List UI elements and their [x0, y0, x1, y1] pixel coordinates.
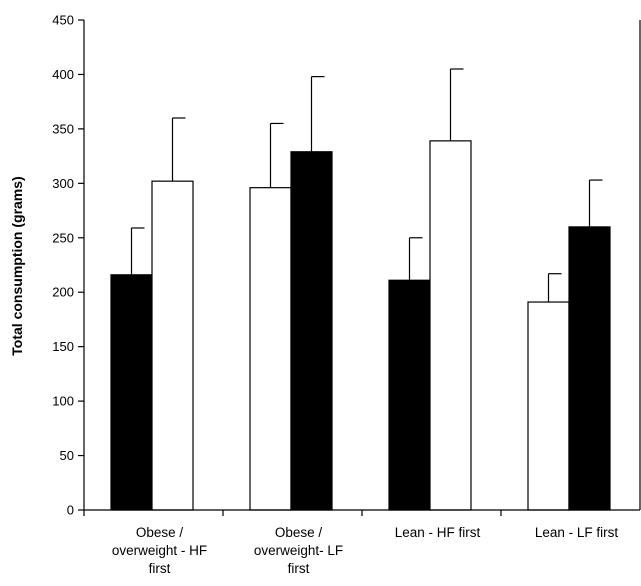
- bar: [388, 279, 431, 511]
- y-tick-label: 300: [52, 176, 74, 191]
- y-tick-label: 350: [52, 121, 74, 136]
- bar-group: [527, 179, 611, 511]
- y-tick-label: 450: [52, 13, 74, 28]
- y-tick-label: 250: [52, 230, 74, 245]
- x-category-label: Lean - LF first: [535, 525, 619, 540]
- bars-group: [110, 68, 611, 511]
- bar-group: [249, 76, 333, 511]
- bar-group: [388, 68, 472, 511]
- y-tick-label: 0: [67, 503, 74, 518]
- y-axis-label: Total consumption (grams): [9, 176, 25, 355]
- y-tick-label: 200: [52, 285, 74, 300]
- bar: [527, 301, 570, 511]
- x-axis: Obese / overweight - HF first Obese / overwe…: [83, 509, 640, 576]
- bar: [568, 226, 611, 511]
- y-axis: 0 50 100 150 200 250 300 350 400 450: [52, 13, 641, 518]
- bar-group: [110, 117, 194, 511]
- x-category-label: Obese / overweight- LF first: [254, 525, 343, 576]
- y-tick-label: 150: [52, 339, 74, 354]
- y-tick-label: 400: [52, 67, 74, 82]
- bar: [290, 151, 333, 511]
- x-category-label: Lean - HF first: [395, 525, 481, 540]
- bar: [429, 140, 472, 511]
- y-tick-label: 100: [52, 394, 74, 409]
- bar: [151, 180, 194, 511]
- x-category-label: Obese / overweight - HF first: [112, 525, 207, 576]
- bar: [110, 274, 153, 511]
- bar: [249, 187, 292, 511]
- y-tick-label: 50: [60, 448, 74, 463]
